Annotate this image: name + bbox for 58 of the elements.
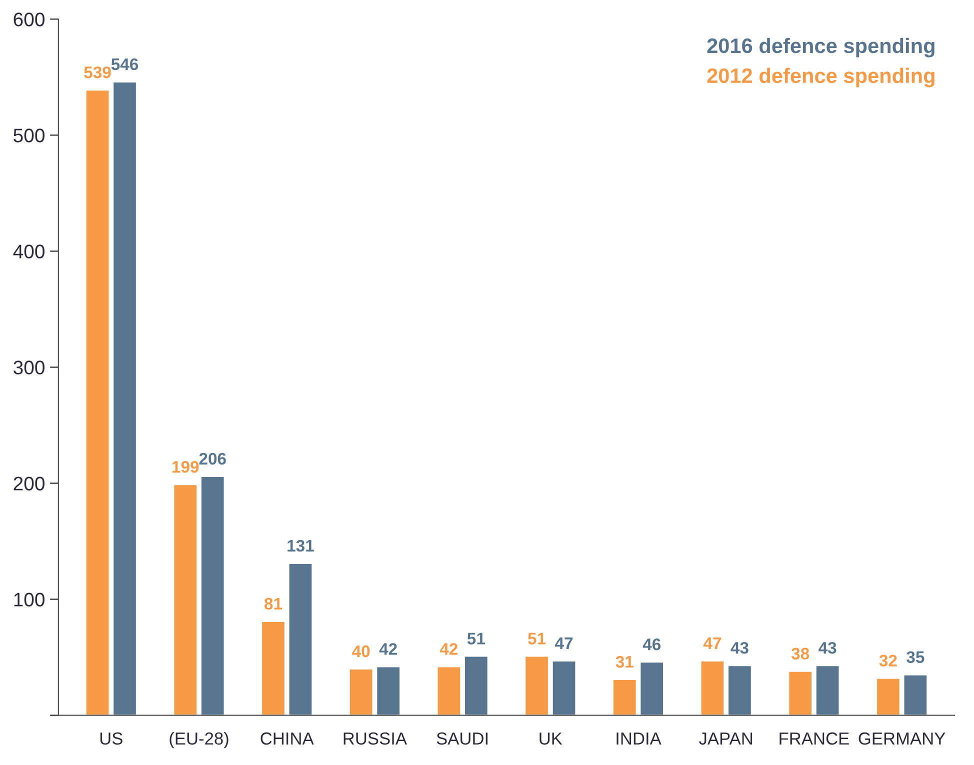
y-tick-label: 100 [14,592,44,606]
data-label: 38 [791,648,810,660]
x-tick-label: SAUDI [436,732,488,745]
x-tick-label: (EU-28) [170,732,228,748]
y-tick-label: 600 [14,12,44,26]
bar [348,668,374,716]
data-label: 42 [379,643,397,655]
bar [288,562,314,716]
x-tick-label: UK [540,732,562,745]
data-label: 32 [879,654,897,667]
data-label: 539 [84,66,111,78]
bar [700,660,726,716]
data-label: 47 [703,637,722,649]
x-tick-label: US [100,732,122,745]
bar [260,620,286,716]
data-label: 47 [555,637,573,649]
data-label: 40 [352,645,370,658]
y-tick-label: 200 [14,476,44,490]
bar [84,89,110,716]
data-label: 46 [642,638,661,650]
bar [464,655,489,716]
bar [524,655,550,716]
x-tick-label: JAPAN [699,732,752,745]
data-label: 43 [730,642,748,654]
bar [551,660,577,716]
text: 2016 defence spending [707,38,934,58]
bar [815,664,840,716]
bar [876,677,901,716]
bar [172,484,198,716]
bar [436,666,462,716]
x-tick-label: CHINA [260,732,314,745]
y-tick-label: 500 [14,128,44,142]
data-label: 131 [288,540,314,552]
data-label: 31 [616,656,634,668]
bar [902,674,928,716]
bar [639,661,664,716]
bar [612,678,638,716]
bar [727,664,752,716]
x-tick-label: RUSSIA [344,732,407,745]
data-label: 51 [528,632,546,644]
bar [200,476,226,716]
data-label: 35 [906,651,924,664]
text: 2012 defence spending [707,68,934,88]
data-label: 546 [111,58,138,70]
x-tick-label: FRANCE [780,732,849,745]
data-label: 199 [172,460,199,473]
data-label: 51 [467,632,485,644]
bar [376,666,401,716]
data-label: 42 [440,643,458,655]
data-label: 81 [264,598,282,610]
data-label: 206 [199,452,226,465]
bar [112,81,138,716]
y-tick-label: 400 [13,244,44,258]
bar [788,670,813,716]
data-label: 43 [818,642,836,654]
x-tick-label: INDIA [616,732,662,745]
x-tick-label: GERMANY [858,732,946,745]
y-tick-label: 300 [14,360,44,374]
